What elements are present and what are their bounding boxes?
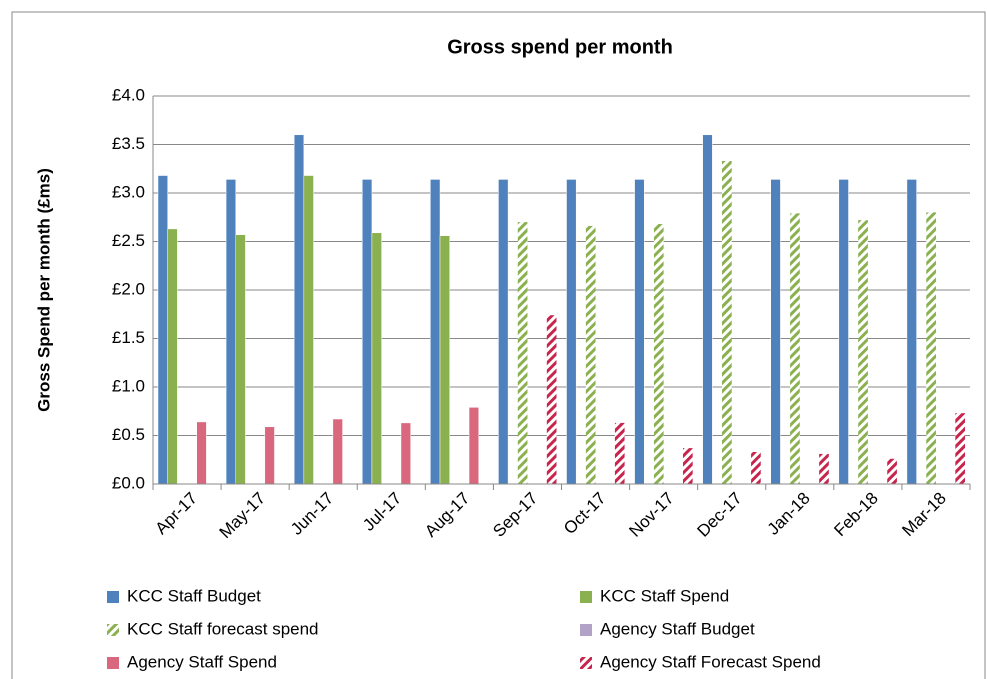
bar [303,175,314,485]
bar [614,422,625,484]
bar [371,232,382,485]
bar [400,422,411,485]
legend-swatch [580,657,592,669]
legend-swatch [580,591,592,603]
bar [682,448,693,484]
bar [196,421,207,485]
bar [430,179,441,485]
chart-title: Gross spend per month [447,36,673,58]
bar [362,179,373,485]
bar [906,179,917,485]
legend-label: KCC Staff forecast spend [127,619,319,638]
bar [585,225,596,485]
legend-label: Agency Staff Spend [127,652,277,671]
bar [264,426,275,485]
y-tick-label: £0.5 [112,425,145,444]
legend-label: KCC Staff Budget [127,586,261,605]
bar [955,413,965,484]
legend-swatch [107,591,119,603]
bar [225,179,237,485]
bar [566,179,577,485]
y-tick-label: £0.0 [112,473,145,492]
bar [498,179,509,485]
y-tick-label: £3.0 [112,182,145,201]
y-tick-label: £1.5 [112,328,145,347]
bar [838,179,849,485]
y-tick-label: £4.0 [112,85,145,104]
y-tick-label: £3.5 [112,134,145,153]
legend-label: Agency Staff Budget [600,619,755,638]
bar [887,458,897,484]
bar [634,179,645,485]
bar [332,418,343,485]
legend-label: Agency Staff Forecast Spend [600,652,821,671]
legend-label: KCC Staff Spend [600,586,729,605]
bar [293,134,305,485]
bar [546,315,557,484]
bar [235,234,246,485]
y-tick-label: £1.0 [112,376,145,395]
bar [858,220,868,484]
bar [819,453,829,484]
bar [517,222,528,484]
y-tick-label: £2.0 [112,279,145,298]
bar [751,451,761,484]
bar [702,134,713,485]
bar [167,228,178,485]
y-axis-title: Gross Spend per month (£ms) [34,168,53,412]
bar [722,160,732,485]
legend-swatch [107,624,119,636]
legend-swatch [580,624,592,636]
bar [926,212,936,484]
y-tick-label: £2.5 [112,231,145,250]
bar [653,224,664,485]
bar [770,179,781,485]
bar [157,175,168,485]
bar [439,235,450,485]
bar [790,213,800,484]
bar [468,407,479,485]
legend-swatch [107,657,119,669]
